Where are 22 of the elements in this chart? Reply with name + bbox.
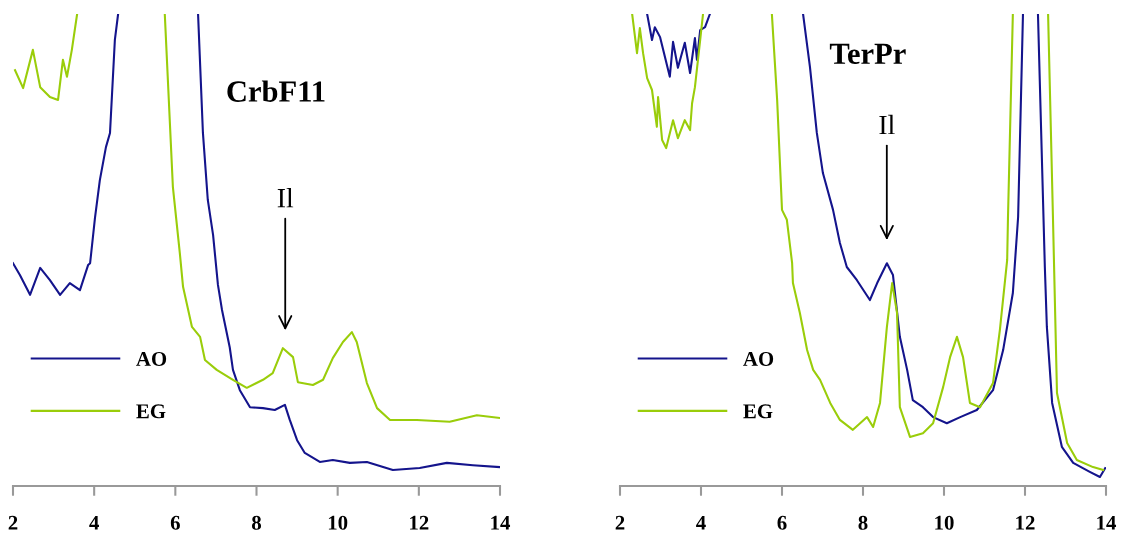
legend-label: AO	[743, 351, 774, 366]
x-tick-label: 6	[170, 515, 180, 530]
x-tick-label: 6	[777, 515, 787, 530]
x-tick-label: 8	[858, 515, 868, 530]
annotation: Il	[277, 187, 294, 208]
x-tick-label: 10	[328, 515, 348, 530]
x-tick-label: 8	[251, 515, 262, 530]
text: TerPr	[829, 43, 906, 65]
x-tick-label: 12	[1016, 515, 1035, 530]
x-tick-label: 2	[8, 515, 18, 530]
legend-label: EG	[136, 404, 166, 419]
x-tick-label: 4	[696, 515, 706, 530]
x-tick-label: 14	[491, 515, 511, 530]
x-tick-label: 2	[615, 515, 625, 530]
annotation: Il	[879, 114, 895, 135]
legend-label: EG	[743, 404, 773, 419]
text: CrbF11	[227, 80, 325, 102]
x-tick-label: 14	[1097, 515, 1117, 530]
x-tick-label: 4	[89, 515, 99, 530]
x-tick-label: 10	[935, 515, 954, 530]
legend-label: AO	[136, 351, 167, 366]
x-tick-label: 12	[410, 515, 429, 530]
